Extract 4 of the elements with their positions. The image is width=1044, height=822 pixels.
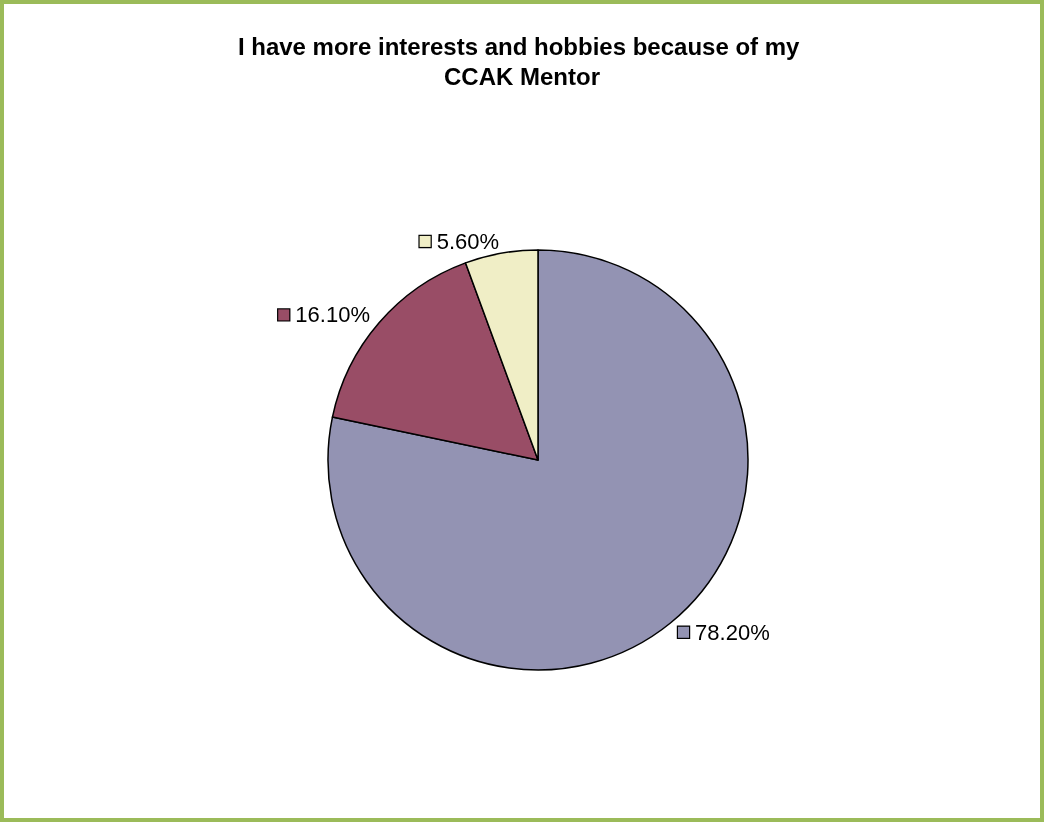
data-label: 16.10%: [289, 302, 370, 328]
data-label: 5.60%: [430, 228, 500, 254]
data-label: 78.20%: [689, 619, 770, 645]
chart-title: I have more interests and hobbies because of my CCAK Mentor: [237, 32, 807, 90]
